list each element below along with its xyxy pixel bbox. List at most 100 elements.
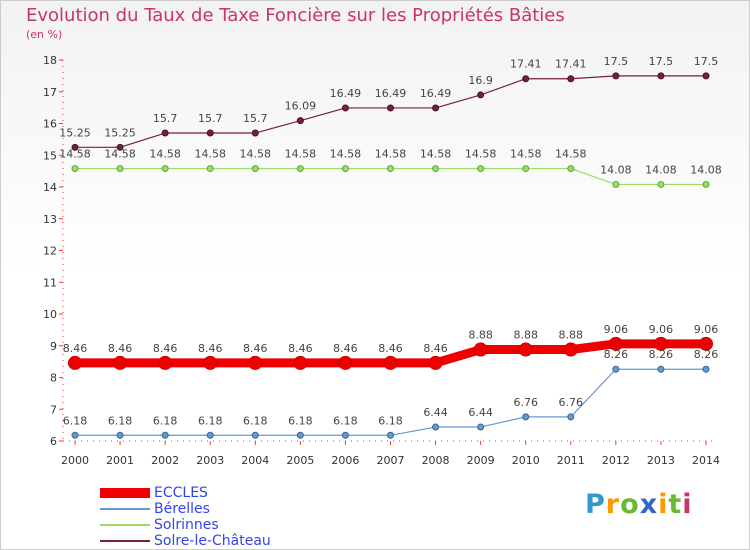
data-label: 8.46 [108,342,133,355]
series-layer [68,72,713,439]
data-label: 14.58 [240,148,272,161]
data-point [296,431,304,439]
y-tick-label: 12 [43,245,57,258]
y-tick-label: 17 [43,86,57,99]
data-point [161,431,169,439]
data-point [657,365,665,373]
data-point [473,342,488,357]
data-point [567,413,575,421]
data-point [612,72,620,80]
proxiti-logo: Proxiti [585,489,693,520]
data-point [387,431,394,439]
x-tick-label: 2003 [196,454,224,467]
data-point [522,75,530,83]
data-point [567,165,575,173]
data-label: 8.26 [694,348,719,361]
data-label: 14.58 [375,148,407,161]
y-tick-label: 9 [50,340,57,353]
data-label: 8.46 [63,342,88,355]
logo-letter: o [620,489,640,520]
chart-axes: 6 7 8 9 10 11 12 13 14 15 16 17 18 2000 2001 2002 2003 20… [43,54,720,467]
data-point [699,336,713,351]
data-point [116,143,124,151]
data-point [522,165,530,173]
x-tick-label: 2011 [557,454,585,467]
data-point [518,342,533,357]
legend-label: Solrinnes [154,517,219,533]
data-point [432,165,440,173]
data-label: 8.26 [649,348,674,361]
data-label: 15.7 [243,112,268,125]
data-point [432,423,440,431]
data-label: 6.18 [288,414,313,427]
data-label: 14.58 [149,148,181,161]
data-point [248,355,263,370]
x-tick-label: 2008 [422,454,450,467]
data-label: 6.18 [153,414,178,427]
data-point [206,129,214,137]
data-point [116,165,124,173]
data-label: 17.5 [604,55,629,68]
data-point [612,365,620,373]
data-label: 8.46 [288,342,313,355]
data-point [161,129,169,137]
logo-letter: i [682,489,693,520]
data-label: 8.46 [378,342,403,355]
data-point [158,355,173,370]
y-tick-label: 14 [43,181,57,194]
data-point [251,129,259,137]
data-point [161,165,169,173]
data-label: 14.08 [690,163,722,176]
x-tick-label: 2000 [61,454,89,467]
data-label: 16.49 [330,87,362,100]
data-label: 8.26 [604,348,629,361]
data-label: 6.76 [513,396,538,409]
y-tick-label: 8 [50,372,57,385]
data-label: 6.44 [423,406,448,419]
data-point [567,75,575,83]
x-tick-label: 2005 [286,454,314,467]
data-point [432,104,440,112]
data-label: 8.88 [513,329,538,342]
y-tick-label: 10 [43,308,57,321]
x-tick-label: 2010 [512,454,540,467]
data-point [387,165,394,173]
data-point [653,336,668,351]
legend-label: Bérelles [154,501,210,517]
data-label: 6.76 [559,396,584,409]
data-label: 14.58 [285,148,317,161]
data-point [612,180,620,188]
data-point [203,355,218,370]
data-label: 9.06 [604,323,629,336]
x-tick-label: 2013 [647,454,675,467]
data-point [563,342,578,357]
data-point [113,355,128,370]
data-point [477,91,485,99]
data-point [296,165,304,173]
data-point [293,355,308,370]
data-point [71,165,79,173]
data-point [68,355,82,370]
data-label: 15.7 [198,112,223,125]
data-label: 14.58 [194,148,226,161]
data-label: 16.9 [468,74,493,87]
data-point [522,413,530,421]
data-point [206,431,214,439]
data-label: 6.18 [198,414,223,427]
y-tick-label: 18 [43,54,57,67]
x-tick-label: 2009 [467,454,495,467]
data-label: 15.25 [59,126,91,139]
data-point [702,180,710,188]
chart-title: Evolution du Taux de Taxe Foncière sur l… [26,5,565,26]
data-label: 8.46 [333,342,358,355]
data-label: 16.49 [375,87,407,100]
chart-unit-label: (en %) [26,28,63,41]
data-point [657,180,665,188]
data-label: 17.41 [510,58,542,71]
data-label: 14.58 [104,148,136,161]
data-label: 14.58 [420,148,452,161]
y-tick-label: 15 [43,149,57,162]
data-label: 17.41 [555,58,587,71]
